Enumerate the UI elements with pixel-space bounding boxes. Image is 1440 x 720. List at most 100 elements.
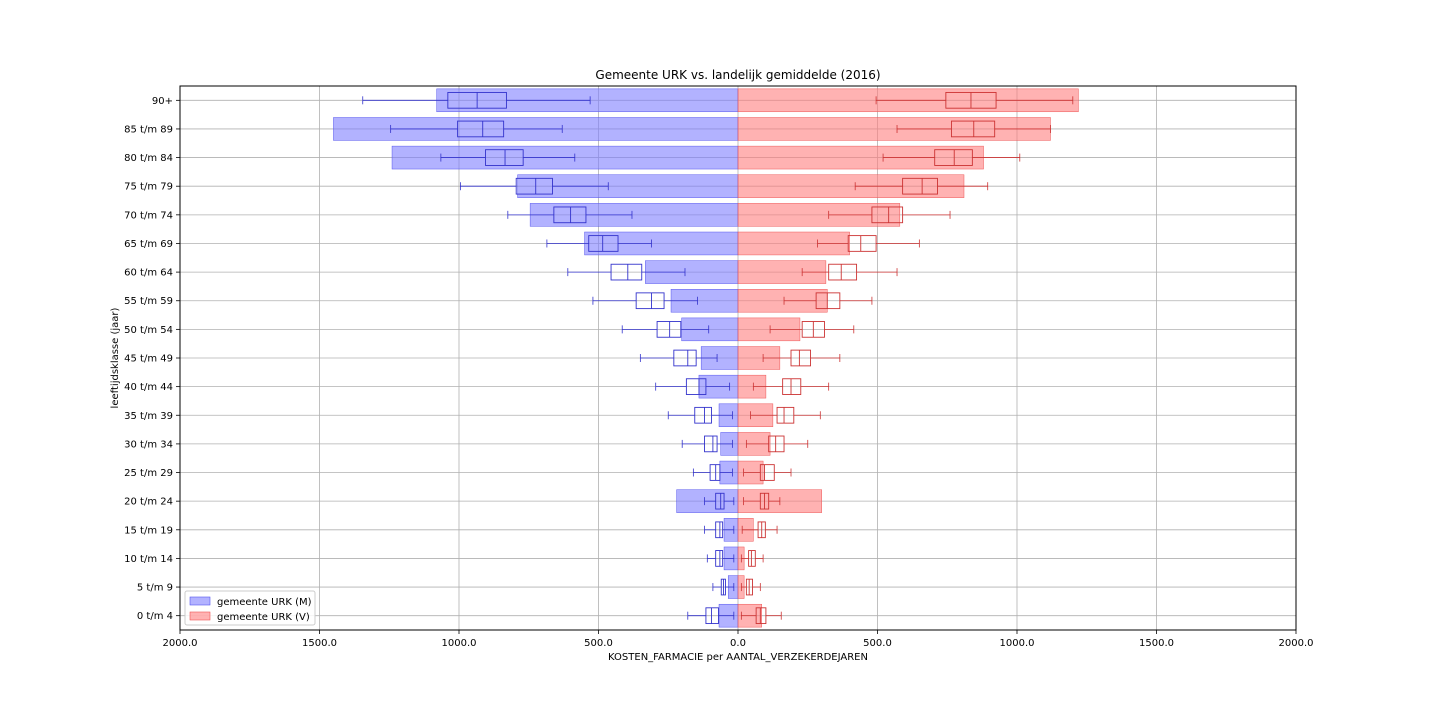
y-tick-label: 80 t/m 84 bbox=[124, 153, 173, 164]
boxplot-female bbox=[750, 406, 821, 424]
box bbox=[755, 607, 767, 625]
box bbox=[715, 521, 724, 539]
box bbox=[847, 235, 877, 252]
boxplot-male bbox=[507, 206, 633, 224]
x-tick-label: 2000.0 bbox=[1279, 638, 1314, 649]
y-tick-label: 40 t/m 44 bbox=[124, 382, 173, 393]
box bbox=[715, 492, 725, 510]
boxplot-female bbox=[743, 492, 781, 510]
y-tick-label: 25 t/m 29 bbox=[124, 468, 173, 479]
boxplot-female bbox=[762, 349, 841, 367]
boxplot-female bbox=[882, 149, 1021, 166]
y-tick-label: 90+ bbox=[152, 96, 173, 107]
box bbox=[673, 349, 697, 367]
y-tick-label: 65 t/m 69 bbox=[124, 239, 173, 250]
boxplot-female bbox=[743, 464, 792, 481]
box bbox=[934, 149, 973, 166]
bar-female bbox=[737, 203, 901, 227]
bars bbox=[333, 88, 1079, 628]
boxplot-male bbox=[704, 492, 735, 510]
boxplot-male bbox=[681, 435, 733, 453]
box bbox=[768, 435, 785, 453]
boxplot-male bbox=[687, 607, 735, 625]
boxplot-female bbox=[783, 292, 873, 310]
box bbox=[553, 206, 587, 224]
boxplot-male bbox=[692, 464, 733, 481]
box bbox=[715, 550, 724, 567]
box bbox=[515, 177, 553, 195]
y-tick-label: 35 t/m 39 bbox=[124, 411, 173, 422]
box bbox=[610, 263, 643, 281]
box bbox=[705, 607, 719, 625]
box bbox=[694, 406, 712, 424]
box bbox=[685, 378, 707, 395]
box bbox=[709, 464, 721, 481]
box bbox=[782, 378, 802, 395]
legend-label-female: gemeente URK (V) bbox=[217, 612, 310, 623]
box bbox=[759, 464, 775, 481]
x-axis-label: KOSTEN_FARMACIE per AANTAL_VERZEKERDEJAR… bbox=[608, 652, 868, 663]
boxplot-male bbox=[362, 91, 591, 109]
box bbox=[457, 120, 505, 138]
x-tick-label: 1500.0 bbox=[302, 638, 337, 649]
y-tick-label: 30 t/m 34 bbox=[124, 439, 173, 450]
boxplot-male bbox=[440, 149, 576, 166]
y-tick-label: 5 t/m 9 bbox=[137, 583, 173, 594]
legend-swatch-female bbox=[189, 611, 211, 621]
boxplots bbox=[362, 91, 1074, 625]
boxplot-female bbox=[740, 607, 782, 625]
legend-swatch-male bbox=[189, 596, 211, 606]
boxplot-male bbox=[567, 263, 686, 281]
box bbox=[776, 406, 795, 424]
boxplot-female bbox=[745, 435, 809, 453]
box bbox=[815, 292, 841, 310]
boxplot-female bbox=[769, 321, 855, 338]
boxplot-male bbox=[655, 378, 731, 395]
x-tick-label: 500.0 bbox=[584, 638, 613, 649]
boxplot-male bbox=[621, 321, 710, 338]
legend-label-male: gemeente URK (M) bbox=[217, 597, 312, 608]
boxplot-female bbox=[896, 120, 1051, 138]
y-tick-label: 70 t/m 74 bbox=[124, 210, 173, 221]
box bbox=[485, 149, 524, 166]
boxplot-female bbox=[741, 521, 778, 539]
box bbox=[748, 550, 756, 567]
y-tick-label: 85 t/m 89 bbox=[124, 124, 173, 135]
y-tick-label: 75 t/m 79 bbox=[124, 182, 173, 193]
boxplot-male bbox=[704, 521, 735, 539]
bar-female bbox=[737, 231, 850, 256]
boxplot-male bbox=[390, 120, 563, 138]
y-tick-label: 10 t/m 14 bbox=[124, 554, 173, 565]
box bbox=[828, 263, 858, 281]
y-axis-label: leeftijdsklasse (jaar) bbox=[110, 307, 121, 408]
boxplot-female bbox=[828, 206, 951, 224]
boxplot-female bbox=[875, 91, 1074, 109]
y-tick-label: 50 t/m 54 bbox=[124, 325, 173, 336]
box bbox=[704, 435, 718, 453]
legend-frame bbox=[184, 590, 316, 626]
x-tick-label: 2000.0 bbox=[163, 638, 198, 649]
box bbox=[871, 206, 904, 224]
box bbox=[790, 349, 811, 367]
x-axis: 2000.0 1500.0 1000.0 500.0 0.0 500.0 1000.0 150… bbox=[163, 630, 1314, 649]
boxplot-male bbox=[592, 292, 698, 310]
boxplot-male bbox=[459, 177, 609, 195]
x-tick-label: 500.0 bbox=[863, 638, 892, 649]
boxplot-female bbox=[817, 235, 920, 252]
boxplot-female bbox=[740, 578, 761, 596]
y-tick-label: 20 t/m 24 bbox=[124, 497, 173, 508]
y-tick-label: 15 t/m 19 bbox=[124, 525, 173, 536]
legend: gemeente URK (M) gemeente URK (V) bbox=[184, 590, 316, 626]
y-tick-label: 0 t/m 4 bbox=[137, 611, 173, 622]
boxplot-female bbox=[740, 550, 764, 567]
boxplot-male bbox=[639, 349, 718, 367]
boxplot-male bbox=[706, 550, 735, 567]
box bbox=[588, 235, 619, 252]
x-tick-label: 1000.0 bbox=[1000, 638, 1035, 649]
box bbox=[635, 292, 665, 310]
chart-title: Gemeente URK vs. landelijk gemiddelde (2… bbox=[595, 68, 880, 82]
boxplot-male bbox=[712, 578, 735, 596]
box bbox=[656, 321, 682, 338]
y-tick-label: 55 t/m 59 bbox=[124, 296, 173, 307]
